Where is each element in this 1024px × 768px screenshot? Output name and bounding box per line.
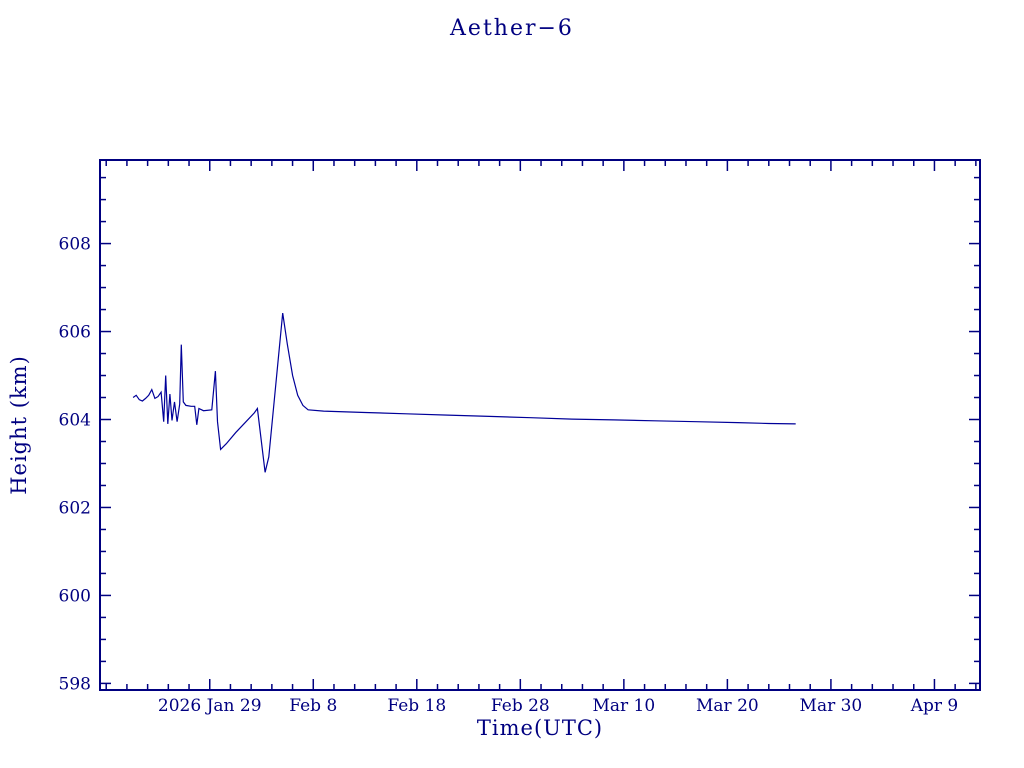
x-tick-label: Feb 8	[289, 696, 337, 716]
x-tick-label: Mar 30	[800, 696, 863, 716]
y-tick-label: 606	[59, 323, 91, 343]
chart-title: Aether−6	[450, 16, 574, 41]
y-tick-label: 602	[59, 498, 91, 518]
plot-border	[99, 159, 981, 691]
x-tick-label: Mar 10	[592, 696, 655, 716]
y-tick-label: 604	[59, 411, 91, 431]
height-series-line	[132, 313, 796, 473]
y-tick-label: 600	[59, 586, 91, 606]
x-tick-label: 2026 Jan 29	[158, 696, 262, 716]
y-tick-label: 608	[59, 235, 91, 255]
x-tick-label: Feb 18	[387, 696, 446, 716]
y-axis-label: Height (km)	[7, 355, 31, 495]
x-tick-label: Mar 20	[696, 696, 759, 716]
x-tick-label: Apr 9	[910, 696, 959, 716]
x-axis-label: Time(UTC)	[476, 716, 604, 740]
x-tick-label: Feb 28	[491, 696, 550, 716]
y-tick-label: 598	[59, 674, 91, 694]
